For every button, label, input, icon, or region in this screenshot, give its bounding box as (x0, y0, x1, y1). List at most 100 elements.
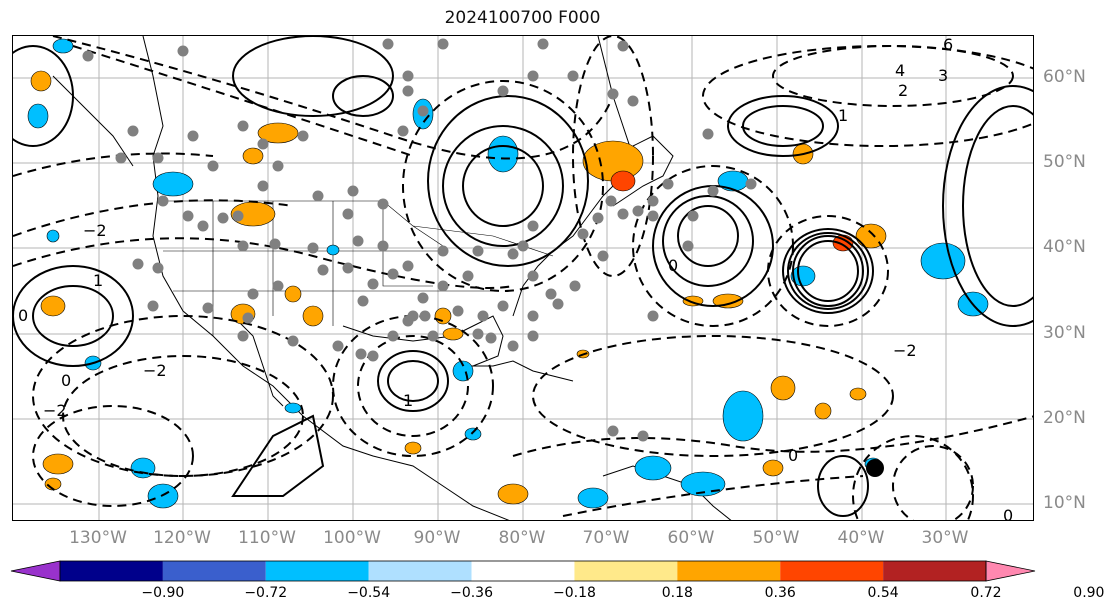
station-dot (597, 250, 609, 262)
station-dot (387, 330, 399, 342)
contour-label: 1 (93, 271, 103, 290)
shaded-area (152, 171, 194, 197)
shaded-areas (27, 38, 989, 509)
station-dot (537, 38, 549, 50)
station-dot (247, 288, 259, 300)
station-dot (507, 248, 519, 260)
contour-label: −2 (143, 361, 167, 380)
station-dot (437, 245, 449, 257)
station-dot (497, 85, 509, 97)
shaded-area (284, 402, 302, 414)
contour-label: 2 (898, 81, 908, 100)
station-dot (347, 185, 359, 197)
contour-label: 1 (403, 391, 413, 410)
station-dot (342, 208, 354, 220)
station-dot (637, 430, 649, 442)
political-borders (158, 200, 554, 336)
station-dot (202, 302, 214, 314)
station-dot (187, 130, 199, 142)
station-dot (745, 178, 757, 190)
station-dot (552, 298, 564, 310)
station-dot (82, 50, 94, 62)
station-dot (237, 240, 249, 252)
station-dot (377, 198, 389, 210)
storm-marker (866, 459, 884, 477)
longitude-label: 110°W (238, 528, 296, 548)
station-dot (152, 152, 164, 164)
latitude-label: 50°N (1043, 152, 1086, 172)
contour-label: −2 (83, 221, 107, 240)
colorbar-outline (59, 560, 987, 582)
station-dot (569, 280, 581, 292)
longitude-label: 30°W (921, 528, 969, 548)
station-dot (152, 262, 164, 274)
station-dot (527, 330, 539, 342)
shaded-area (42, 453, 74, 475)
station-dot (497, 300, 509, 312)
shaded-area (284, 285, 302, 303)
station-dot (127, 125, 139, 137)
shaded-area (717, 170, 749, 192)
station-dot (272, 160, 284, 172)
station-dot (402, 70, 414, 82)
station-dot (352, 235, 364, 247)
longitude-label: 40°W (837, 528, 885, 548)
contour-label: 0 (668, 256, 678, 275)
station-dot (197, 220, 209, 232)
station-dot (297, 130, 309, 142)
station-dot (567, 70, 579, 82)
shaded-area (577, 487, 609, 509)
station-dot (419, 310, 431, 322)
station-dot (607, 425, 619, 437)
shaded-area (442, 327, 464, 341)
station-dot (452, 305, 464, 317)
station-dot (232, 210, 244, 222)
colorbar (10, 560, 1036, 582)
contour-label: 0 (61, 371, 71, 390)
station-dot (357, 295, 369, 307)
shaded-area (404, 441, 422, 455)
station-dot (217, 212, 229, 224)
longitude-label: 80°W (498, 528, 546, 548)
station-dot (517, 240, 529, 252)
latitude-label: 10°N (1043, 493, 1086, 513)
station-dot (257, 138, 269, 150)
station-dot (402, 260, 414, 272)
station-dot (382, 38, 394, 50)
station-dot (312, 190, 324, 202)
station-dot (417, 292, 429, 304)
colorbar-tick-label: 0.54 (867, 585, 899, 601)
contour-labels: 6 4 3 2 1 1 0 0 −2 −2 1 −2 0 0 −2 0 (18, 36, 1013, 520)
longitude-label: 70°W (582, 528, 630, 548)
shaded-area (634, 455, 672, 481)
station-dot (527, 310, 539, 322)
graticule (13, 36, 1033, 520)
shaded-area (610, 170, 636, 192)
station-dot (647, 195, 659, 207)
station-dot (269, 238, 281, 250)
station-dot (237, 330, 249, 342)
shaded-area (722, 390, 764, 442)
colorbar-tick-label: −0.72 (244, 585, 288, 601)
shaded-area (302, 305, 324, 327)
contour-label: −2 (43, 401, 67, 420)
colorbar-tick-label: 0.90 (1073, 585, 1105, 601)
station-dot (472, 245, 484, 257)
shaded-area (326, 244, 340, 256)
shaded-area (849, 387, 867, 401)
station-dot (632, 205, 644, 217)
contour-label: 0 (18, 306, 28, 325)
station-dot (477, 310, 489, 322)
colorbar-tick-label: 0.72 (970, 585, 1002, 601)
shaded-area (464, 427, 482, 441)
station-dot (317, 264, 329, 276)
station-dot (507, 340, 519, 352)
longitude-label: 50°W (752, 528, 800, 548)
station-dot (402, 315, 414, 327)
station-dot (307, 242, 319, 254)
shaded-area (762, 459, 784, 477)
colorbar-segment (265, 561, 369, 581)
station-dot (242, 312, 254, 324)
station-dot (115, 152, 127, 164)
weather-map: 6 4 3 2 1 1 0 0 −2 −2 1 −2 0 0 −2 0 (13, 36, 1033, 520)
